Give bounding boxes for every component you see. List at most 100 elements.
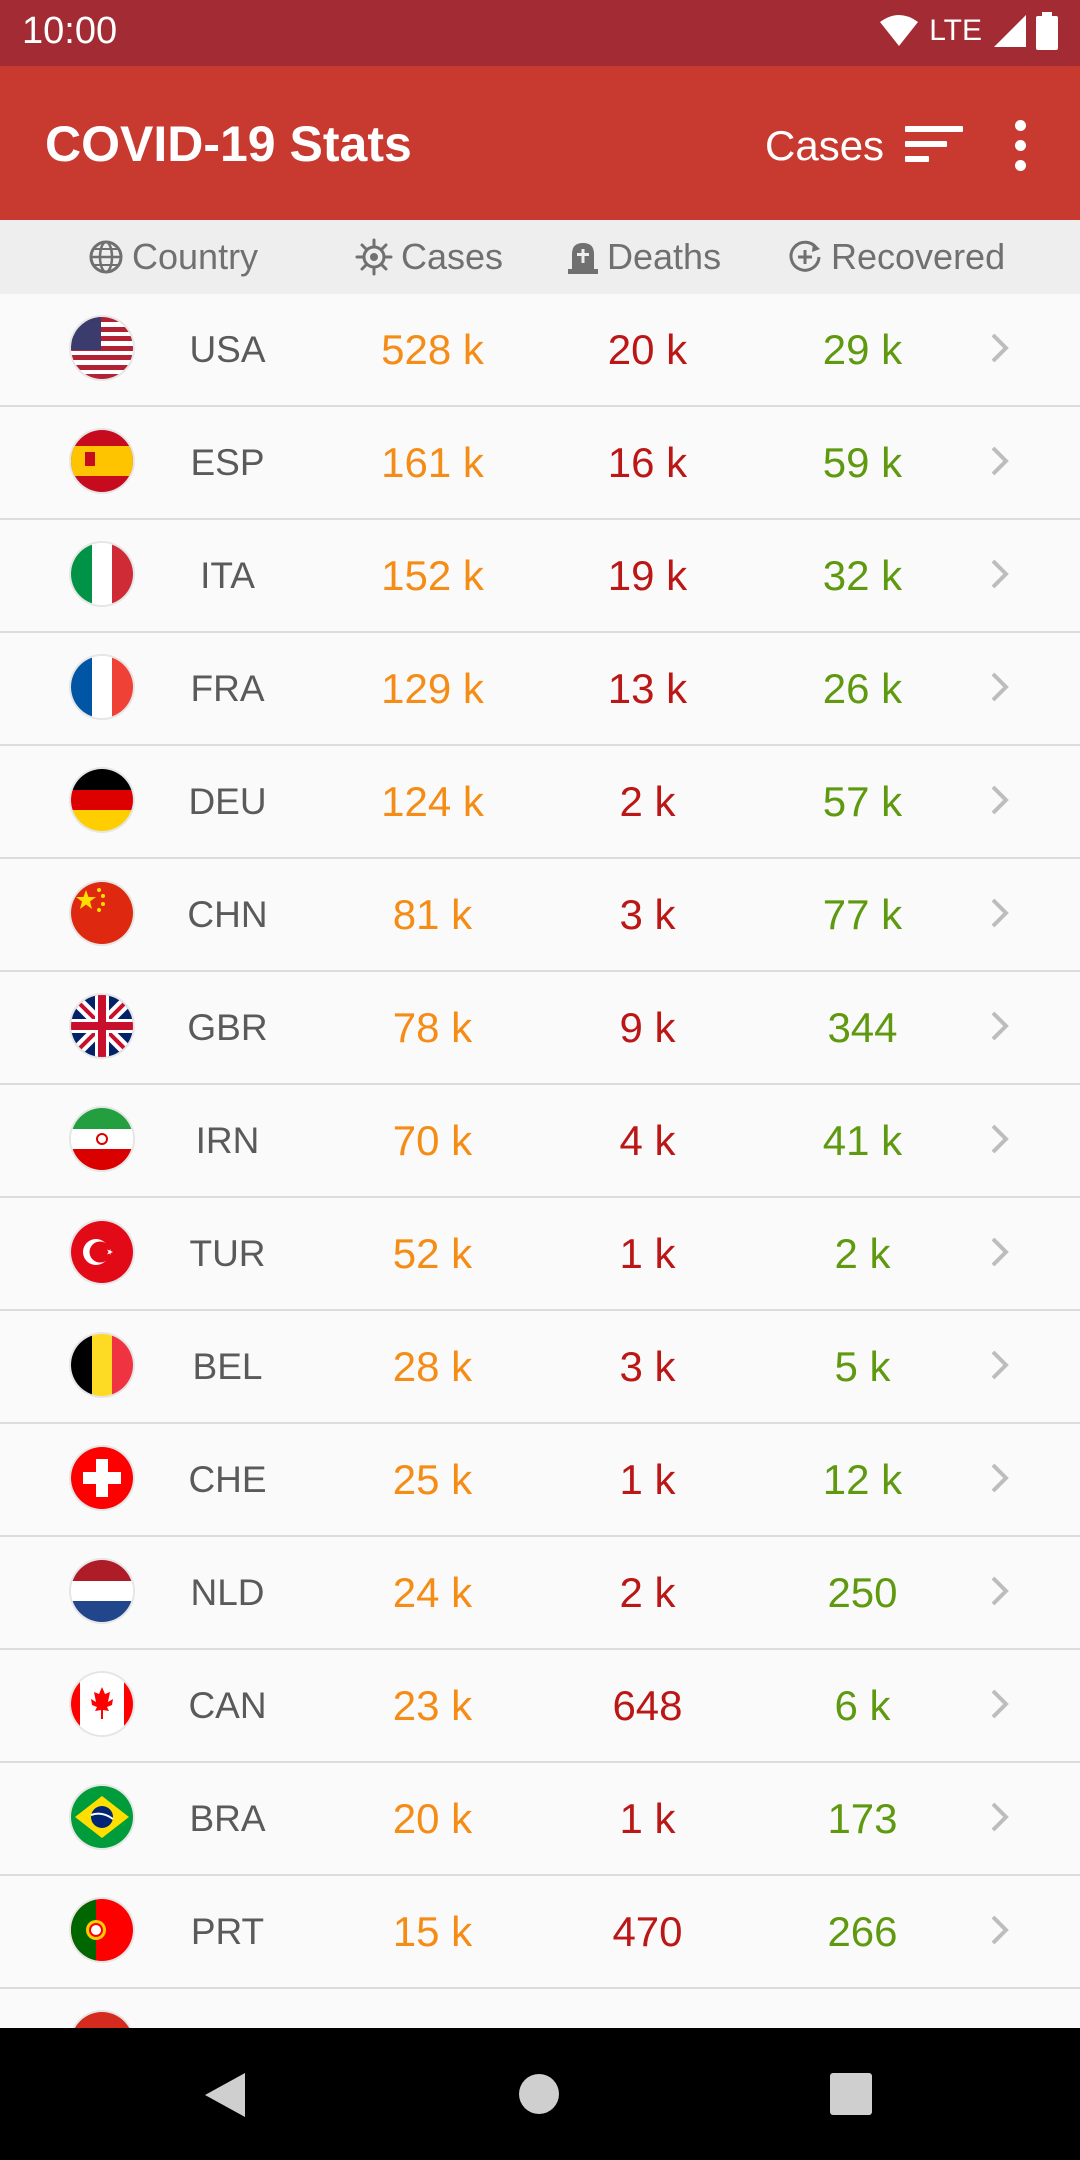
app-title: COVID-19 Stats	[45, 116, 412, 172]
country-code: ITA	[200, 555, 255, 596]
country-code: IRN	[195, 1120, 260, 1161]
header-recovered[interactable]: Recovered	[787, 220, 1005, 294]
chevron-right-icon	[991, 1576, 1009, 1606]
country-row-bel[interactable]: BEL 28 k 3 k 5 k	[0, 1311, 1080, 1424]
country-code: TUR	[189, 1233, 266, 1274]
chevron-right-icon	[991, 1689, 1009, 1719]
country-row-esp[interactable]: ESP 161 k 16 k 59 k	[0, 407, 1080, 520]
france-flag-icon	[71, 656, 133, 718]
chevron-right-icon	[991, 1802, 1009, 1832]
usa-flag-icon	[71, 317, 133, 379]
cases-value: 52 k	[392, 1230, 473, 1277]
table-header: Country Cases Deaths	[0, 220, 1080, 294]
country-code: FRA	[190, 668, 265, 709]
germany-flag-icon	[71, 769, 133, 831]
navigation-bar	[0, 2028, 1080, 2160]
sort-icon[interactable]	[905, 124, 963, 164]
country-row-gbr[interactable]: GBR 78 k 9 k 344	[0, 972, 1080, 1085]
header-deaths-label: Deaths	[607, 236, 722, 277]
signal-icon	[994, 15, 1026, 47]
deaths-value: 20 k	[607, 326, 688, 373]
header-recovered-label: Recovered	[831, 236, 1006, 277]
header-country[interactable]: Country	[88, 220, 258, 294]
country-code: PRT	[190, 1911, 265, 1952]
country-row-bra[interactable]: BRA 20 k 1 k 173	[0, 1763, 1080, 1876]
country-row-ita[interactable]: ITA 152 k 19 k 32 k	[0, 520, 1080, 633]
network-type-label: LTE	[929, 14, 982, 47]
switzerland-flag-icon	[71, 1447, 133, 1509]
country-list[interactable]: USA 528 k 20 k 29 k ESP 161 k 16 k 59 k	[0, 294, 1080, 2028]
deaths-value: 2 k	[619, 778, 676, 825]
country-row-nld[interactable]: NLD 24 k 2 k 250	[0, 1537, 1080, 1650]
recents-icon[interactable]	[830, 2073, 872, 2115]
uk-flag-icon	[71, 995, 133, 1057]
spain-flag-icon	[71, 430, 133, 492]
cases-value: 70 k	[392, 1117, 473, 1164]
country-flag-icon	[71, 2012, 133, 2028]
deaths-value: 648	[612, 1682, 683, 1729]
wifi-icon	[880, 15, 919, 46]
recovered-value: 12 k	[822, 1456, 903, 1503]
recovered-value: 344	[827, 1004, 898, 1051]
recovered-value: 26 k	[822, 665, 903, 712]
recovered-value: 266	[827, 1908, 898, 1955]
header-country-label: Country	[132, 236, 259, 277]
canada-flag-icon	[71, 1673, 133, 1735]
cases-value: 129 k	[381, 665, 484, 712]
country-code: USA	[189, 329, 266, 370]
status-bar: 10:00 LTE	[0, 0, 1080, 66]
country-row-prt[interactable]: PRT 15 k 470 266	[0, 1876, 1080, 1989]
recovered-value: 173	[827, 1795, 898, 1842]
header-deaths[interactable]: Deaths	[567, 220, 721, 294]
virus-icon	[355, 238, 393, 276]
home-icon[interactable]	[518, 2073, 560, 2115]
country-row-fra[interactable]: FRA 129 k 13 k 26 k	[0, 633, 1080, 746]
country-row-can[interactable]: CAN 23 k 648 6 k	[0, 1650, 1080, 1763]
chevron-right-icon	[991, 672, 1009, 702]
country-code: CAN	[188, 1685, 267, 1726]
recovered-value: 59 k	[822, 439, 903, 486]
chevron-right-icon	[991, 1463, 1009, 1493]
tombstone-icon	[568, 243, 598, 274]
recovered-value: 5 k	[834, 1343, 891, 1390]
country-row-deu[interactable]: DEU 124 k 2 k 57 k	[0, 746, 1080, 859]
cases-value: 124 k	[381, 778, 484, 825]
country-code: CHN	[187, 894, 268, 935]
chevron-right-icon	[991, 333, 1009, 363]
country-row-tur[interactable]: TUR 52 k 1 k 2 k	[0, 1198, 1080, 1311]
chevron-right-icon	[991, 1011, 1009, 1041]
chevron-right-icon	[991, 898, 1009, 928]
chevron-right-icon	[991, 1124, 1009, 1154]
cases-value: 15 k	[392, 1908, 473, 1955]
country-row-chn[interactable]: CHN 81 k 3 k 77 k	[0, 859, 1080, 972]
globe-icon	[89, 240, 123, 274]
country-code	[165, 1989, 290, 2028]
sort-field-button[interactable]: Cases	[765, 122, 885, 169]
belgium-flag-icon	[71, 1334, 133, 1396]
iran-flag-icon	[71, 1108, 133, 1170]
country-row-irn[interactable]: IRN 70 k 4 k 41 k	[0, 1085, 1080, 1198]
back-icon[interactable]	[203, 2071, 247, 2119]
country-code: CHE	[188, 1459, 267, 1500]
status-time: 10:00	[22, 10, 118, 52]
country-row-che[interactable]: CHE 25 k 1 k 12 k	[0, 1424, 1080, 1537]
deaths-value: 3 k	[619, 1343, 676, 1390]
cases-value: 23 k	[392, 1682, 473, 1729]
netherlands-flag-icon	[71, 1560, 133, 1622]
portugal-flag-icon	[71, 1899, 133, 1961]
country-row-partial[interactable]	[0, 1989, 1080, 2028]
cases-value: 28 k	[392, 1343, 473, 1390]
deaths-value: 9 k	[619, 1004, 676, 1051]
country-code: NLD	[190, 1572, 265, 1613]
country-row-usa[interactable]: USA 528 k 20 k 29 k	[0, 294, 1080, 407]
recovered-value: 77 k	[822, 891, 903, 938]
header-cases[interactable]: Cases	[355, 220, 503, 294]
more-options-icon[interactable]	[1005, 118, 1035, 174]
chevron-right-icon	[991, 559, 1009, 589]
chevron-right-icon	[991, 1237, 1009, 1267]
recovered-value: 6 k	[834, 1682, 891, 1729]
chevron-right-icon	[991, 446, 1009, 476]
header-cases-label: Cases	[401, 236, 504, 277]
turkey-flag-icon	[71, 1221, 133, 1283]
cases-value: 25 k	[392, 1456, 473, 1503]
